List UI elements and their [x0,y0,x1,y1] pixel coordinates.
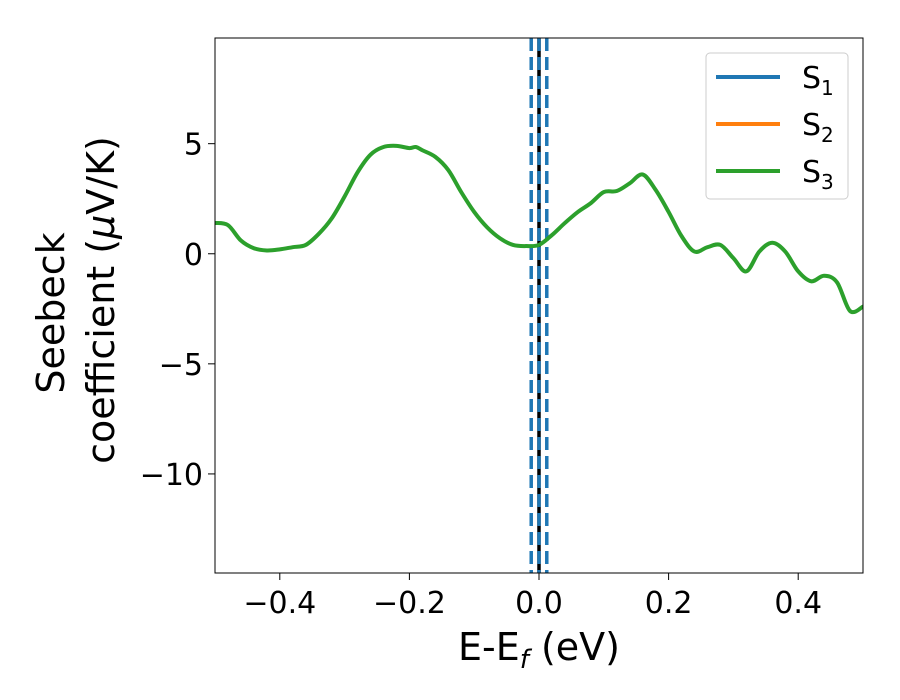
y-axis-label-line2: coefficient (μV/K) [79,136,123,464]
seebeck-curve-s3 [215,143,863,315]
x-tick-label: 0.2 [645,586,693,621]
legend-label-main: S [802,61,821,96]
legend-label: S2 [802,108,834,147]
legend-label-main: S [802,108,821,143]
legend-label: S3 [802,155,834,194]
y-tick-label: 0 [184,238,203,273]
y-ticks: 5 0 −5 −10 [140,128,215,493]
x-axis-label: E-Ef (eV) [458,625,620,675]
x-axis-label-tail: (eV) [529,625,620,669]
y-axis-label-mu: μ [79,215,123,240]
y-axis-label-line1: Seebeck [29,232,73,393]
x-tick-label: −0.4 [243,586,316,621]
y-tick-label: −10 [140,458,203,493]
x-tick-label: −0.2 [373,586,446,621]
y-axis-label-pre: coefficient ( [79,239,123,464]
y-axis-label: Seebeck coefficient (μV/K) [29,136,123,464]
y-tick-label: −5 [159,348,203,383]
legend-label-sub: 3 [821,170,834,194]
curve-layer [215,143,863,315]
x-tick-label: 0.0 [515,586,563,621]
legend-label-main: S [802,155,821,190]
y-axis-label-post: V/K) [79,136,123,215]
x-tick-label: 0.4 [774,586,822,621]
vertical-lines [529,38,549,573]
y-tick-label: 5 [184,128,203,163]
legend-label-sub: 1 [821,76,834,100]
x-ticks: −0.4 −0.2 0.0 0.2 0.4 [243,573,822,621]
legend-label: S1 [802,61,834,100]
legend-label-sub: 2 [821,123,834,147]
x-axis-label-main: E-E [458,625,520,669]
